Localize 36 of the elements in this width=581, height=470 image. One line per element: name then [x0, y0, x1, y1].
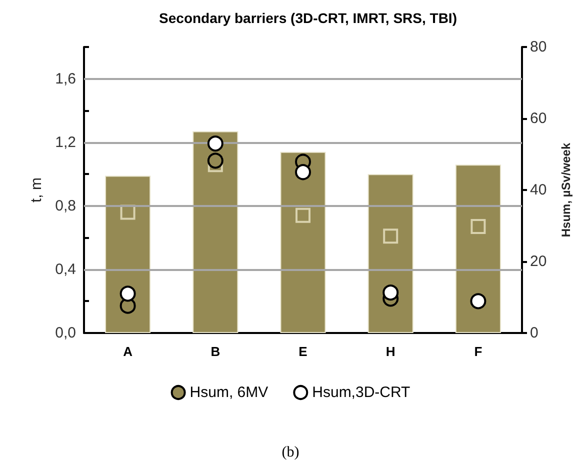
point: [296, 208, 310, 223]
legend-label: Hsum,3D-CRT: [312, 384, 410, 401]
text: (b): [282, 444, 300, 460]
y2-tick-label: 20: [530, 253, 547, 270]
bar: [192, 131, 238, 333]
y2-tick-label: 40: [530, 182, 547, 198]
y2-tick-label: 60: [530, 110, 547, 127]
x-tick-label: F: [474, 344, 482, 359]
x-tick-label: E: [298, 344, 308, 359]
y-tick-label: 1,6: [55, 70, 76, 88]
bar: [105, 176, 151, 333]
bar: [455, 164, 501, 333]
x-tick-label: A: [123, 344, 134, 359]
bar: [280, 152, 326, 333]
point: [207, 136, 224, 152]
y2-tick-label: 80: [530, 38, 547, 56]
y-tick-label: 1,2: [55, 134, 76, 151]
point: [470, 219, 486, 234]
y-axis-title: t, m: [28, 178, 46, 202]
chart-title: Secondary barriers (3D-CRT, IMRT, SRS, TBI): [159, 10, 457, 26]
y-tick-label: 0,8: [55, 197, 76, 214]
point: [120, 204, 136, 220]
y2-tick-label: 0: [530, 324, 538, 342]
y2-axis-title: Hsum, µSv/week: [559, 142, 573, 238]
y-tick-label: 0,0: [55, 324, 76, 342]
point: [382, 284, 399, 301]
point: [470, 293, 486, 310]
legend-label: Hsum, 6MV: [190, 384, 268, 401]
point: [383, 228, 398, 244]
point: [295, 164, 311, 180]
bar: [368, 174, 414, 333]
x-tick-label: B: [210, 344, 220, 359]
point: [207, 152, 224, 169]
y-tick-label: 0,4: [55, 260, 76, 278]
point: [120, 286, 136, 302]
x-tick-label: H: [386, 344, 396, 359]
